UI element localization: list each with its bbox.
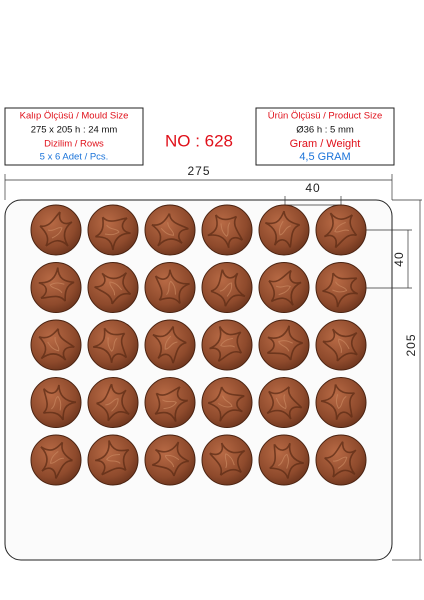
model-number: NO : 628 — [165, 131, 233, 150]
chocolate-cavity — [258, 204, 310, 256]
rows: 5 x 6 Adet / Pcs. — [40, 152, 109, 163]
chocolate-cavity — [315, 204, 367, 256]
chocolate-cavity — [258, 262, 310, 313]
chocolate-cavity — [258, 319, 310, 371]
chocolate-cavity — [87, 204, 139, 256]
weight: 4,5 GRAM — [299, 151, 350, 163]
chocolate-cavity — [144, 262, 196, 313]
chocolate-cavity — [201, 319, 253, 371]
product-title: Ürün Ölçüsü / Product Size — [268, 111, 383, 122]
chocolate-cavity — [258, 377, 310, 428]
mould-box — [4, 107, 144, 166]
width-dimension — [4, 174, 393, 200]
chocolate-cavity — [30, 377, 82, 428]
tray-height: 205 — [404, 333, 418, 356]
chocolate-cavity — [315, 319, 367, 371]
chocolate-cavity — [315, 434, 367, 486]
chocolate-cavity — [201, 204, 253, 256]
cavity-height: 40 — [392, 251, 406, 266]
chocolate-cavity — [315, 377, 367, 428]
chocolate-cavity — [315, 262, 367, 313]
chocolate-cavity — [30, 434, 82, 486]
chocolate-cavity — [87, 377, 139, 428]
weight-title: Gram / Weight — [290, 138, 361, 150]
chocolate-cavity — [30, 262, 82, 313]
mould-title: Kalıp Ölçüsü / Mould Size — [20, 111, 129, 122]
chocolate-cavity — [87, 262, 139, 313]
chocolate-cavity — [201, 434, 253, 486]
product-size: Ø36 h : 5 mm — [296, 125, 354, 136]
tray-width: 275 — [187, 164, 210, 178]
chocolate-cavity — [144, 434, 196, 486]
rows-title: Dizilim / Rows — [44, 139, 104, 150]
chocolate-cavity — [144, 204, 196, 256]
product-box — [255, 107, 395, 166]
chocolate-cavity — [144, 377, 196, 428]
chocolate-cavity — [30, 319, 82, 371]
chocolate-cavity — [144, 319, 196, 371]
chocolate-cavity — [201, 377, 253, 428]
chocolate-cavity — [258, 434, 310, 486]
cavities — [30, 204, 367, 486]
chocolate-cavity — [30, 204, 82, 256]
mould-size: 275 x 205 h : 24 mm — [31, 125, 118, 136]
cavity-width: 40 — [305, 181, 320, 195]
chocolate-cavity — [87, 319, 139, 371]
height-dimension — [392, 199, 422, 561]
chocolate-cavity — [201, 262, 253, 313]
chocolate-cavity — [87, 434, 139, 486]
